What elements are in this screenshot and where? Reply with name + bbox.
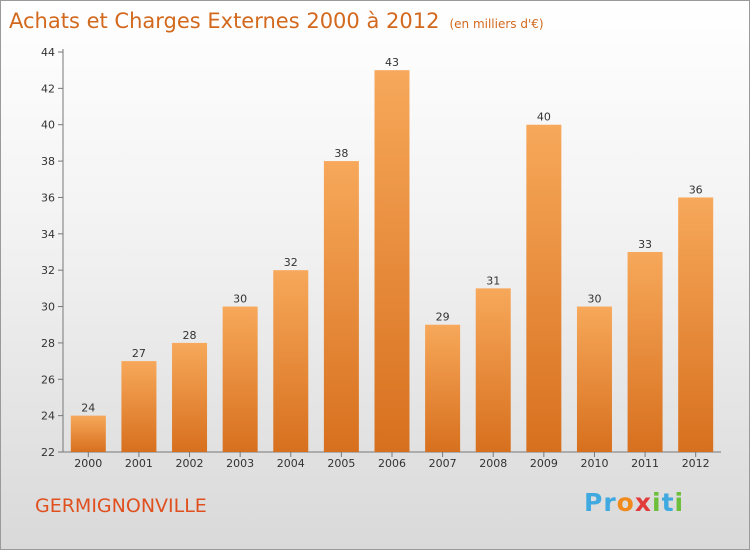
bar (222, 306, 258, 452)
bar (172, 342, 208, 452)
y-tick-label: 36 (41, 191, 55, 204)
bar-value-label: 27 (132, 347, 146, 360)
x-tick-label: 2002 (176, 457, 204, 470)
x-tick-label: 2009 (530, 457, 558, 470)
bar (475, 288, 511, 452)
bar (627, 252, 663, 452)
x-tick-label: 2005 (327, 457, 355, 470)
y-tick-label: 44 (41, 46, 55, 59)
chart-title: Achats et Charges Externes 2000 à 2012 (e… (9, 9, 544, 33)
unit-text: (en milliers d'€) (449, 17, 544, 31)
y-tick-label: 22 (41, 446, 55, 459)
bar (576, 306, 612, 452)
x-tick-label: 2012 (682, 457, 710, 470)
x-tick-label: 2000 (74, 457, 102, 470)
bar (121, 361, 157, 452)
bar (323, 161, 359, 452)
bar-value-label: 30 (233, 293, 247, 306)
y-tick-label: 24 (41, 410, 55, 423)
y-tick-label: 28 (41, 337, 55, 350)
bar (425, 324, 461, 452)
bar-value-label: 38 (334, 147, 348, 160)
x-tick-label: 2006 (378, 457, 406, 470)
bar-value-label: 30 (587, 293, 601, 306)
logo-part-6: i (674, 488, 685, 517)
bar-value-label: 31 (486, 274, 500, 287)
y-tick-label: 34 (41, 228, 55, 241)
bar-value-label: 28 (183, 329, 197, 342)
x-tick-label: 2007 (429, 457, 457, 470)
bar-value-label: 43 (385, 56, 399, 69)
bar (70, 415, 106, 452)
title-text: Achats et Charges Externes 2000 à 2012 (9, 9, 440, 33)
bar (526, 124, 562, 453)
logo-part-2: o (616, 488, 635, 517)
bar-value-label: 36 (689, 183, 703, 196)
town-name: GERMIGNONVILLE (35, 495, 207, 517)
y-tick-label: 40 (41, 119, 55, 132)
chart-axes: 22 24 26 28 30 32 34 36 38 40 42 44 2000 2001 2002 2003… (41, 46, 721, 470)
logo-part-5: t (661, 488, 675, 517)
y-tick-label: 32 (41, 264, 55, 277)
bar (374, 70, 410, 452)
chart-bars: 24 27 28 30 32 38 43 29 31 40 30 33 36 (70, 56, 714, 453)
y-tick-label: 30 (41, 301, 55, 314)
bar-value-label: 33 (638, 238, 652, 251)
y-tick-label: 26 (41, 373, 55, 386)
logo-part-1: Pr (584, 488, 617, 517)
bar-value-label: 40 (537, 111, 551, 124)
proxiti-logo: Proxiti (584, 488, 684, 517)
x-tick-label: 2003 (226, 457, 254, 470)
bar-value-label: 29 (436, 311, 450, 324)
logo-part-3: x (634, 488, 652, 517)
x-tick-label: 2010 (580, 457, 608, 470)
bar (678, 197, 714, 452)
y-tick-label: 42 (41, 82, 55, 95)
bar (273, 270, 309, 452)
bar-value-label: 24 (81, 402, 95, 415)
x-tick-label: 2008 (479, 457, 507, 470)
y-tick-label: 38 (41, 155, 55, 168)
x-tick-label: 2004 (277, 457, 305, 470)
x-tick-label: 2001 (125, 457, 153, 470)
x-tick-label: 2011 (631, 457, 659, 470)
bar-value-label: 32 (284, 256, 298, 269)
logo-part-4: i (651, 488, 662, 517)
